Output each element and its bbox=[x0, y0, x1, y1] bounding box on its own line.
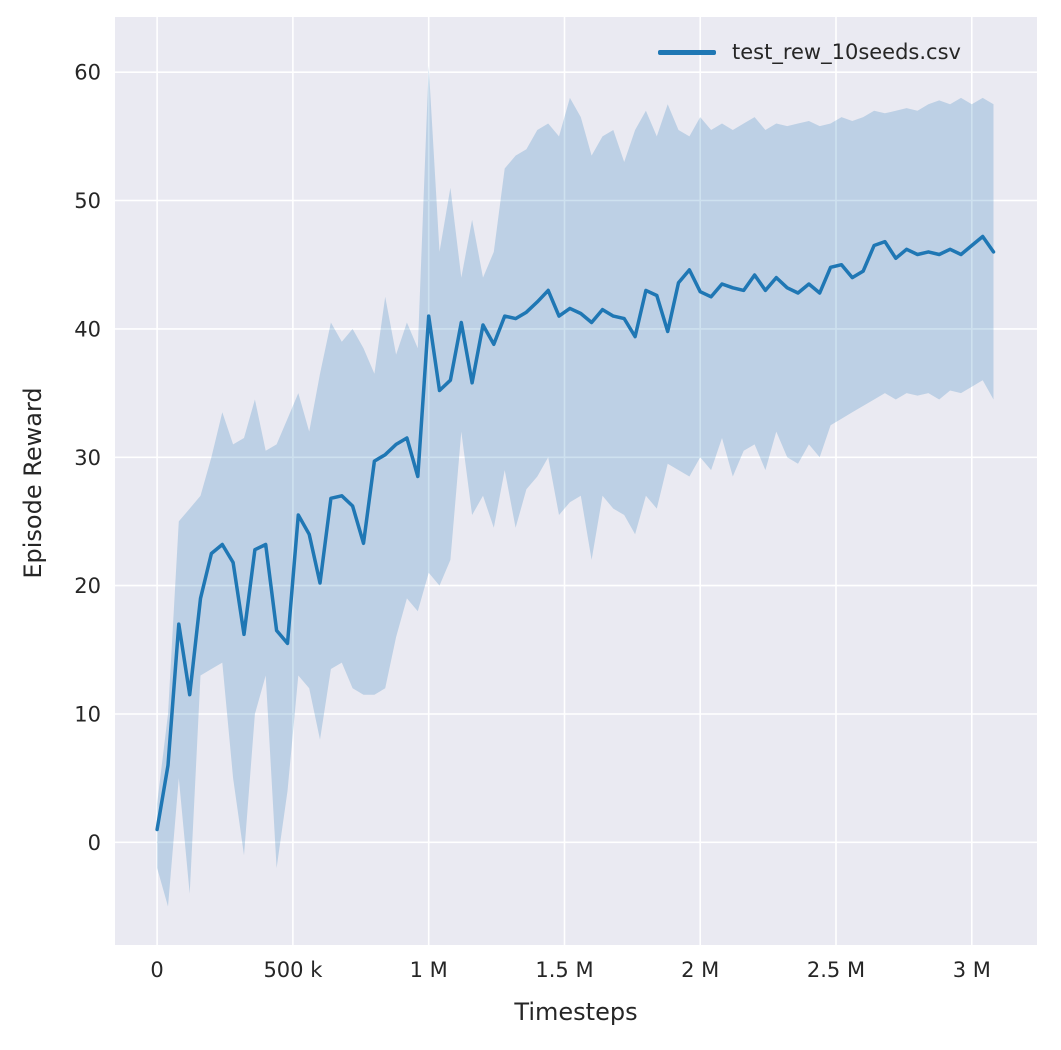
y-tick-label: 30 bbox=[74, 446, 101, 470]
x-tick-label: 1.5 M bbox=[535, 958, 593, 982]
y-tick-label: 20 bbox=[74, 574, 101, 598]
y-tick-label: 10 bbox=[74, 703, 101, 727]
confidence-band bbox=[157, 65, 994, 907]
x-tick-label: 2.5 M bbox=[807, 958, 865, 982]
mean-reward-line bbox=[155, 234, 996, 832]
legend: test_rew_10seeds.csv bbox=[658, 40, 961, 64]
y-tick-label: 50 bbox=[74, 189, 101, 213]
x-tick-label: 0 bbox=[150, 958, 163, 982]
x-tick-label: 1 M bbox=[410, 958, 448, 982]
y-axis-label: Episode Reward bbox=[19, 387, 47, 579]
x-tick-label: 500 k bbox=[263, 958, 323, 982]
x-tick-label: 3 M bbox=[953, 958, 991, 982]
y-tick-label: 40 bbox=[74, 317, 101, 341]
legend-line-swatch bbox=[658, 49, 716, 55]
y-tick-label: 60 bbox=[74, 61, 101, 85]
y-tick-label: 0 bbox=[88, 831, 101, 855]
plot-area bbox=[115, 17, 1037, 945]
x-axis-label: Timesteps bbox=[514, 998, 638, 1026]
legend-label: test_rew_10seeds.csv bbox=[732, 40, 961, 64]
x-tick-label: 2 M bbox=[681, 958, 719, 982]
